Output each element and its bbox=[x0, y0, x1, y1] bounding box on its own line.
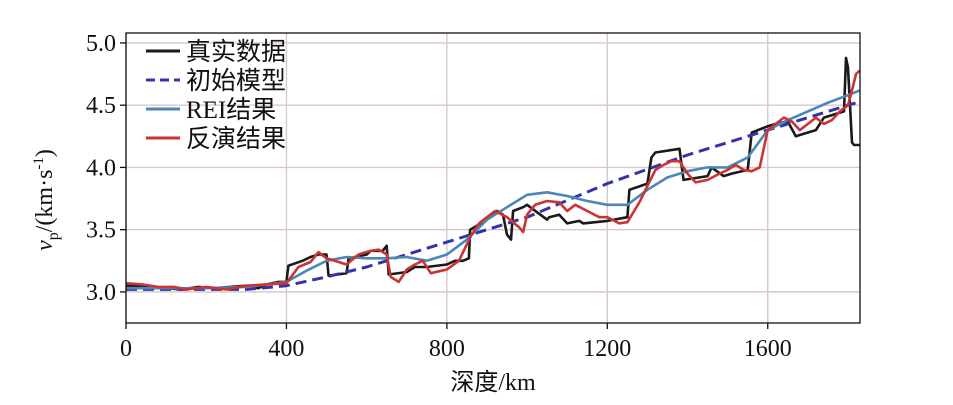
ticks: 0 400 800 1200 1600 3.0 3.5 4.0 4.5 5.0 bbox=[86, 31, 792, 362]
series-lines bbox=[126, 56, 860, 291]
y-tick-label-1: 3.5 bbox=[86, 218, 116, 244]
series-line-1 bbox=[126, 100, 860, 291]
legend-label-1: 初始模型 bbox=[186, 67, 286, 95]
x-tick-label-0: 0 bbox=[120, 336, 132, 362]
y-tick-label-2: 4.0 bbox=[86, 155, 116, 181]
x-tick-label-4: 1600 bbox=[744, 336, 792, 362]
y-axis-label-unit: /(km·s bbox=[32, 170, 58, 233]
axes-box bbox=[125, 32, 861, 324]
y-axis-label-sup: -1 bbox=[31, 157, 47, 170]
legend-label-3: 反演结果 bbox=[186, 125, 286, 153]
y-tick-label-0: 3.0 bbox=[86, 280, 116, 306]
y-tick-label-4: 5.0 bbox=[86, 31, 116, 57]
series-line-3 bbox=[126, 69, 860, 291]
series-line-0 bbox=[126, 56, 860, 291]
x-tick-label-3: 1200 bbox=[583, 336, 631, 362]
grid bbox=[125, 33, 860, 323]
y-axis-label-close: ) bbox=[32, 149, 58, 157]
x-axis-label: 深度/km bbox=[450, 369, 536, 396]
legend-label-0: 真实数据 bbox=[186, 38, 286, 66]
y-axis-label: vp/(km·s-1) bbox=[31, 149, 62, 251]
plot-frame bbox=[125, 32, 861, 324]
x-tick-label-1: 400 bbox=[268, 336, 304, 362]
y-axis-label-main: v bbox=[32, 240, 58, 251]
y-axis-label-sub: p bbox=[45, 232, 62, 240]
x-tick-label-2: 800 bbox=[429, 336, 465, 362]
y-tick-label-3: 4.5 bbox=[86, 93, 116, 119]
legend-label-2: REI结果 bbox=[186, 96, 276, 124]
series-line-2 bbox=[126, 89, 860, 290]
